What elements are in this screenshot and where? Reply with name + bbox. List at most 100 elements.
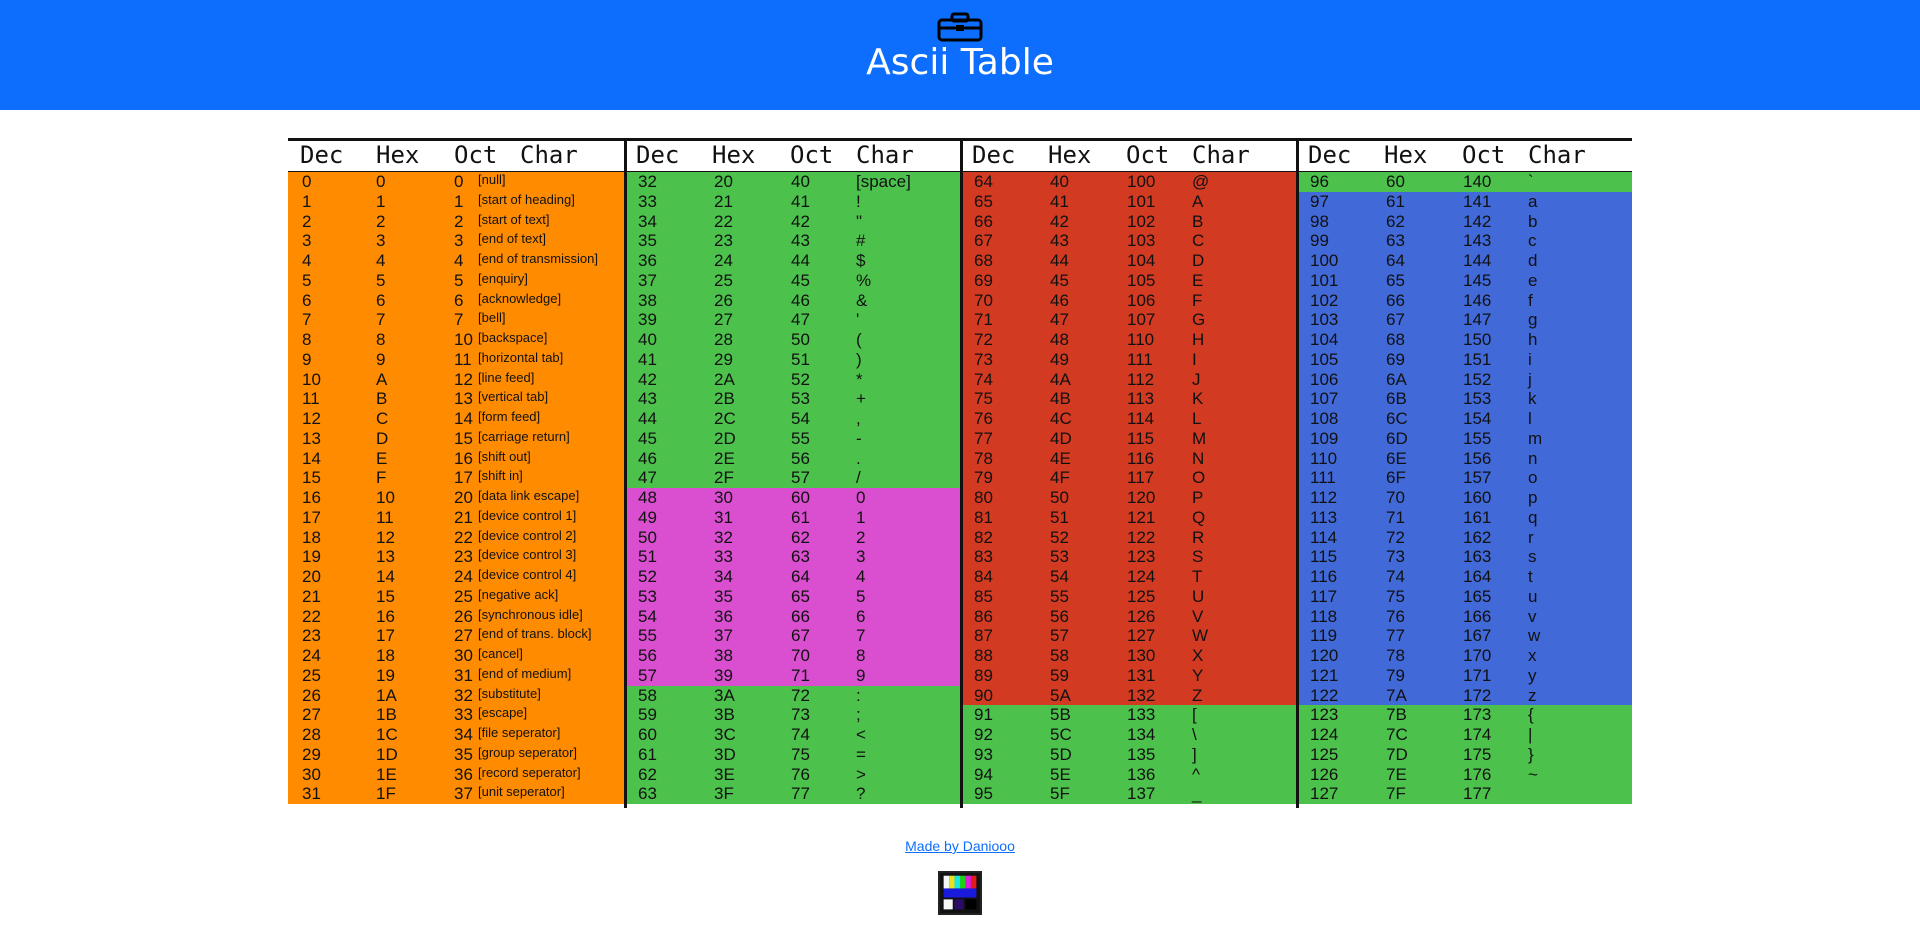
daniooo-logo xyxy=(938,871,982,915)
table-row: 127 7F 177 xyxy=(1299,784,1632,804)
table-row: 102 66 146 f xyxy=(1299,291,1632,311)
table-row: 69 45 105 E xyxy=(963,271,1296,291)
cell-char: c xyxy=(1528,231,1537,251)
table-row: 21 15 25 [negative ack] xyxy=(288,587,624,607)
table-row: 77 4D 115 M xyxy=(963,429,1296,449)
header-oct: Oct xyxy=(790,141,834,169)
table-row: 80 50 120 P xyxy=(963,488,1296,508)
cell-dec: 96 xyxy=(1310,172,1329,191)
cell-oct: 61 xyxy=(791,507,810,527)
cell-dec: 25 xyxy=(302,665,321,685)
cell-char: Q xyxy=(1192,507,1206,527)
cell-dec: 120 xyxy=(1310,646,1339,665)
cell-char: 7 xyxy=(856,626,866,646)
cell-dec: 78 xyxy=(974,448,993,468)
cell-oct: 56 xyxy=(791,448,810,468)
cell-char: x xyxy=(1528,646,1537,665)
cell-hex: 5E xyxy=(1050,764,1071,784)
cell-dec: 45 xyxy=(638,428,657,448)
column-header-row: Dec Hex Oct Char xyxy=(963,138,1296,174)
cell-char: ( xyxy=(856,330,862,349)
table-row: 46 2E 56. xyxy=(627,449,960,469)
cell-char: [unit seperator] xyxy=(478,784,565,800)
cell-dec: 67 xyxy=(974,231,993,251)
cell-oct: 33 xyxy=(454,705,473,725)
table-row: 10 A 12 [line feed] xyxy=(288,370,624,390)
table-row: 26 1A 32 [substitute] xyxy=(288,686,624,706)
table-row: 30 1E 36 [record seperator] xyxy=(288,765,624,785)
header-char: Char xyxy=(1192,141,1250,169)
cell-oct: 6 xyxy=(454,290,464,310)
table-row: 91 5B 133 [ xyxy=(963,705,1296,725)
cell-oct: 70 xyxy=(791,646,810,665)
cell-hex: 12 xyxy=(376,527,395,547)
made-by-link[interactable]: Made by Daniooo xyxy=(905,838,1015,854)
cell-char: [horizontal tab] xyxy=(478,349,564,365)
header-dec: Dec xyxy=(300,141,344,169)
table-row: 90 5A 132 Z xyxy=(963,686,1296,706)
cell-hex: 4A xyxy=(1050,369,1071,389)
table-row: 122 7A 172 z xyxy=(1299,686,1632,706)
cell-dec: 88 xyxy=(974,646,993,665)
cell-oct: 11 xyxy=(454,349,472,369)
cell-hex: 7E xyxy=(1386,764,1407,784)
cell-dec: 58 xyxy=(638,685,657,705)
cell-char: s xyxy=(1528,547,1537,567)
cell-oct: 22 xyxy=(454,527,473,547)
cell-hex: 4 xyxy=(376,251,386,270)
cell-oct: 66 xyxy=(791,606,810,626)
cell-hex: 7F xyxy=(1386,784,1406,804)
cell-oct: 64 xyxy=(791,567,810,586)
cell-oct: 20 xyxy=(454,488,473,507)
cell-char: M xyxy=(1192,428,1207,448)
cell-char: [synchronous idle] xyxy=(478,606,583,622)
cell-char: P xyxy=(1192,488,1204,507)
cell-dec: 90 xyxy=(974,685,993,705)
table-row: 14 E 16 [shift out] xyxy=(288,449,624,469)
header-oct: Oct xyxy=(454,141,498,169)
cell-oct: 131 xyxy=(1127,665,1156,685)
cell-char: [file seperator] xyxy=(478,725,561,740)
cell-oct: 52 xyxy=(791,369,810,389)
cell-char: [end of trans. block] xyxy=(478,626,592,642)
cell-hex: 57 xyxy=(1050,626,1069,646)
cell-oct: 177 xyxy=(1463,784,1492,804)
table-row: 42 2A 52 * xyxy=(627,370,960,390)
cell-oct: 123 xyxy=(1127,547,1156,567)
cell-hex: 6E xyxy=(1386,448,1407,468)
table-row: 75 4B 113 K xyxy=(963,389,1296,409)
header-dec: Dec xyxy=(1308,141,1352,169)
cell-dec: 80 xyxy=(974,488,993,507)
cell-char: R xyxy=(1192,527,1205,547)
cell-hex: 3C xyxy=(714,725,736,744)
cell-hex: 79 xyxy=(1386,665,1405,685)
cell-dec: 100 xyxy=(1310,251,1339,270)
cell-hex: 1A xyxy=(376,685,397,705)
cell-char: } xyxy=(1528,744,1534,764)
cell-hex: 64 xyxy=(1386,251,1405,270)
cell-oct: 15 xyxy=(454,428,473,448)
cell-dec: 112 xyxy=(1310,488,1338,507)
cell-hex: 6B xyxy=(1386,389,1407,409)
color-segment-red xyxy=(963,172,1296,706)
cell-char: ~ xyxy=(1528,764,1538,784)
table-row: 99 63 143 c xyxy=(1299,231,1632,251)
cell-dec: 4 xyxy=(302,251,312,270)
cell-dec: 76 xyxy=(974,409,993,428)
cell-oct: 36 xyxy=(454,764,473,784)
cell-dec: 36 xyxy=(638,251,657,270)
cell-dec: 19 xyxy=(302,547,321,567)
cell-oct: 65 xyxy=(791,586,810,606)
cell-hex: 49 xyxy=(1050,349,1069,369)
cell-dec: 98 xyxy=(1310,211,1329,231)
table-row: 88 58 130 X xyxy=(963,646,1296,666)
cell-char: g xyxy=(1528,310,1538,330)
cell-hex: 5D xyxy=(1050,744,1072,764)
cell-hex: 48 xyxy=(1050,330,1069,349)
table-row: 55 37 67 7 xyxy=(627,626,960,646)
cell-oct: 100 xyxy=(1127,172,1156,191)
cell-hex: 53 xyxy=(1050,547,1069,567)
cell-oct: 137 xyxy=(1127,784,1156,804)
cell-dec: 6 xyxy=(302,290,312,310)
cell-oct: 2 xyxy=(454,211,464,231)
